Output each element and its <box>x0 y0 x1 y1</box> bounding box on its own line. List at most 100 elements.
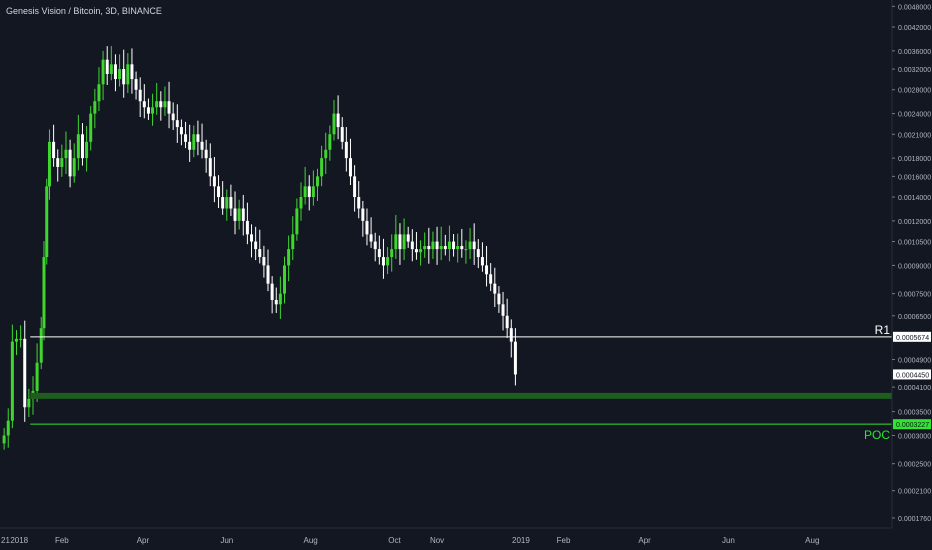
x-tick-label: Feb <box>55 536 69 545</box>
x-tick-label: Oct <box>388 536 401 545</box>
candle-body <box>245 220 249 235</box>
candle-body <box>476 249 480 258</box>
candle-body <box>10 341 14 421</box>
candle-body <box>163 101 167 108</box>
x-tick-label: Aug <box>304 536 318 545</box>
x-tick-label: 2018 <box>10 536 28 545</box>
y-tick-label: 0.0001760 <box>898 516 931 523</box>
candle-body <box>72 158 76 177</box>
x-tick-label: Nov <box>430 536 444 545</box>
candle-body <box>287 249 291 266</box>
candle-body <box>142 101 146 108</box>
candle-body <box>179 127 183 135</box>
candle-body <box>489 274 493 284</box>
candle-body <box>2 435 6 444</box>
candle-body <box>93 101 97 114</box>
candle-body <box>68 149 72 177</box>
r1-label: R1 <box>875 323 891 337</box>
y-tick-label: 0.0003000 <box>898 433 931 440</box>
candle-body <box>200 141 204 150</box>
y-tick-label: 0.0021000 <box>898 132 931 139</box>
candle-body <box>23 338 27 408</box>
candle-body <box>45 186 49 258</box>
candle-body <box>348 158 352 177</box>
candle-body <box>394 234 398 250</box>
candle-body <box>134 79 138 90</box>
candle-body <box>122 69 126 85</box>
candle-body <box>118 69 122 80</box>
candle-body <box>427 246 431 250</box>
candle-body <box>460 246 464 250</box>
candle-body <box>80 134 84 159</box>
last-price-tag-label: 0.0004450 <box>896 372 929 379</box>
candle-body <box>278 293 282 305</box>
candle-body <box>307 186 311 198</box>
candle-body <box>365 220 369 235</box>
y-tick-label: 0.0028000 <box>898 88 931 95</box>
r1-tag <box>893 331 931 342</box>
candle-body <box>328 134 332 150</box>
candle-body <box>324 149 328 159</box>
candle-body <box>299 197 303 209</box>
candle-body <box>472 241 476 250</box>
y-tick-label: 0.0018000 <box>898 156 931 163</box>
candles-group <box>2 46 517 450</box>
candle-body <box>381 257 385 266</box>
candle-body <box>480 257 484 266</box>
y-axis: 0.0048000 0.0042000 0.0036000 0.0032000 0.00… <box>891 0 931 528</box>
candle-body <box>414 249 418 253</box>
candle-body <box>423 246 427 250</box>
candle-body <box>60 158 64 167</box>
candle-body <box>369 234 373 242</box>
y-tick-label: 0.0006500 <box>898 314 931 321</box>
candle-body <box>406 234 410 242</box>
candle-body <box>19 338 23 340</box>
y-tick-label: 0.0009000 <box>898 263 931 270</box>
candle-body <box>270 283 274 300</box>
candle-body <box>85 141 89 159</box>
candle-body <box>76 134 80 159</box>
x-tick-label: Apr <box>137 536 150 545</box>
candle-body <box>386 257 390 266</box>
candle-body <box>229 197 233 209</box>
candle-body <box>439 246 443 250</box>
candle-body <box>464 249 468 251</box>
candle-body <box>175 120 179 128</box>
candle-body <box>295 208 299 235</box>
y-tick-label: 0.0032000 <box>898 67 931 74</box>
candle-body <box>204 149 208 159</box>
candle-body <box>320 158 324 177</box>
y-tick-label: 0.0002500 <box>898 462 931 469</box>
candle-body <box>184 134 188 142</box>
candle-body <box>505 315 509 329</box>
y-tick-label: 0.0007500 <box>898 292 931 299</box>
x-tick-label: Apr <box>638 536 651 545</box>
levels-group: R1 POC <box>30 323 892 442</box>
x-axis: 21 2018 Feb Apr Jun Aug Oct Nov 2019 Feb Apr Jun Aug <box>0 527 892 545</box>
candle-body <box>217 186 221 198</box>
candle-body <box>171 113 175 121</box>
candle-body <box>443 246 447 250</box>
candle-body <box>353 176 357 198</box>
candle-body <box>35 362 39 391</box>
y-tick-label: 0.0014000 <box>898 195 931 202</box>
candle-body <box>101 59 105 85</box>
candle-body <box>258 249 262 258</box>
candle-body <box>233 208 237 221</box>
candle-body <box>89 113 93 142</box>
candle-body <box>159 101 163 108</box>
candle-body <box>130 64 134 80</box>
y-tick-label: 0.0004100 <box>898 385 931 392</box>
candle-body <box>344 141 348 159</box>
candle-body <box>266 265 270 284</box>
candle-body <box>398 234 402 250</box>
support-zone <box>30 392 892 399</box>
last-price-tag <box>893 369 931 380</box>
x-tick-label: Aug <box>805 536 819 545</box>
candle-body <box>6 420 10 436</box>
candle-body <box>336 113 340 128</box>
candle-body <box>332 113 336 135</box>
candle-body <box>192 134 196 150</box>
candle-body <box>167 101 171 114</box>
